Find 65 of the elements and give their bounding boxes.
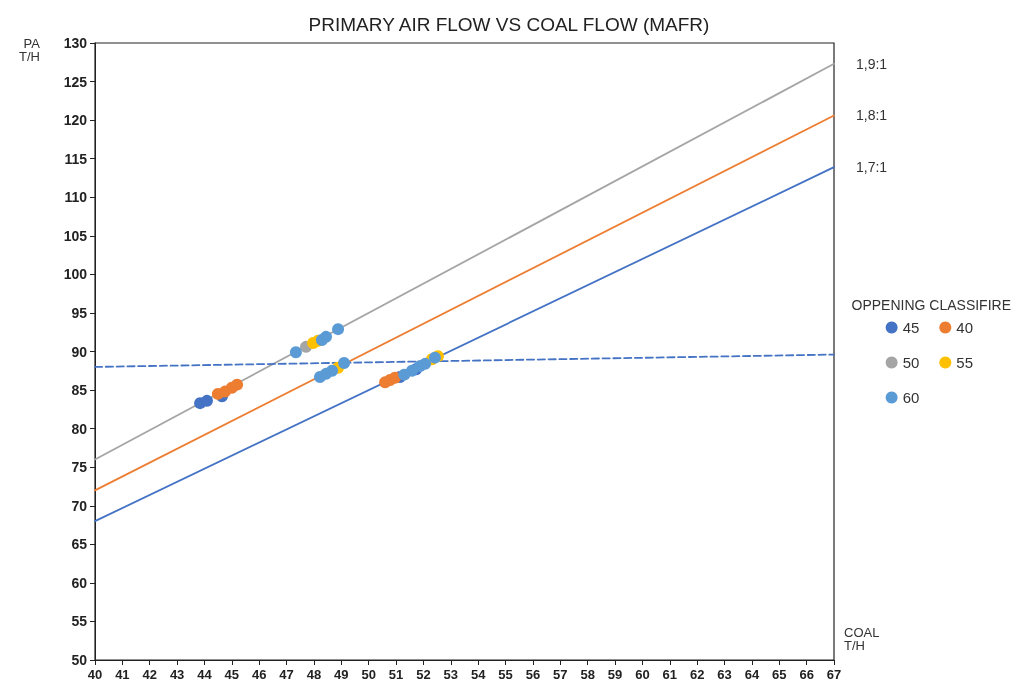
x-tick-label: 51 [388,667,404,682]
point [332,323,345,336]
x-tick-label: 42 [142,667,157,682]
point [200,394,213,407]
x-tick-label: 54 [470,667,487,682]
y-tick-label: 80 [71,420,88,437]
legend-title: OPPENING CLASSIFIRE [851,297,1011,313]
x-tick-label: 66 [799,667,814,682]
x-tick-label: 52 [416,667,431,682]
y-tick-label: 100 [63,266,88,283]
y-tick-label: 130 [63,35,88,51]
x-tick-label: 40 [87,667,103,682]
legend-label: 50 [902,354,920,371]
x-tick-label: 63 [717,667,732,682]
x-tick-label: 46 [251,667,267,682]
x-tick-label: 64 [744,667,760,682]
legend-label: 60 [902,389,920,406]
x-tick-label: 41 [115,667,130,682]
x-tick-label: 49 [334,667,349,682]
x-tick-label: 50 [361,667,376,682]
legend-label: 55 [956,354,973,371]
x-tick-label: 65 [772,667,787,682]
y-tick-label: 60 [71,574,88,591]
y-tick-label: 90 [71,343,88,360]
x-tick-label: 60 [635,667,650,682]
x-tick-label: 58 [580,667,595,682]
x-tick-label: 57 [553,667,568,682]
point [231,378,244,391]
y-tick-label: 50 [71,652,88,668]
y-tick-label: 85 [71,382,88,399]
point [419,357,432,370]
y-tick-label: 125 [63,73,88,90]
x-tick-label: 67 [826,667,842,682]
x-tick-label: 44 [197,667,213,682]
x-axis-title: COAL T/H [844,625,880,653]
y-tick-label: 70 [71,497,88,514]
x-tick-label: 55 [498,667,513,682]
x-tick-label: 62 [689,667,705,682]
y-tick-label: 110 [64,189,88,206]
point [289,346,302,359]
x-tick-label: 43 [169,667,185,682]
point [338,357,351,370]
x-tick-label: 61 [662,667,678,682]
y-tick-label: 120 [63,112,88,129]
y-tick-label: 65 [71,536,88,553]
y-tick-label: 75 [71,459,88,476]
x-tick-label: 56 [525,667,541,682]
legend-label: 45 [902,319,920,336]
y-tick-label: 55 [71,613,88,630]
y-tick-label: 95 [71,304,88,321]
y-axis-title: PA T/H [19,36,41,64]
series-label: 1,7:1 [856,159,888,176]
x-tick-label: 48 [306,667,322,682]
x-tick-label: 47 [279,667,294,682]
x-tick-label: 59 [607,667,623,682]
series-label: 1,8:1 [856,107,888,124]
point [320,330,333,343]
point [326,364,339,377]
y-tick-label: 115 [64,150,88,167]
x-tick-label: 45 [224,667,240,682]
legend-label: 40 [956,319,973,336]
series-label: 1,9:1 [856,55,888,72]
chart-title: PRIMARY AIR FLOW VS COAL FLOW (MAFR) [308,14,710,35]
y-tick-label: 105 [63,227,88,244]
x-tick-label: 53 [443,667,459,682]
